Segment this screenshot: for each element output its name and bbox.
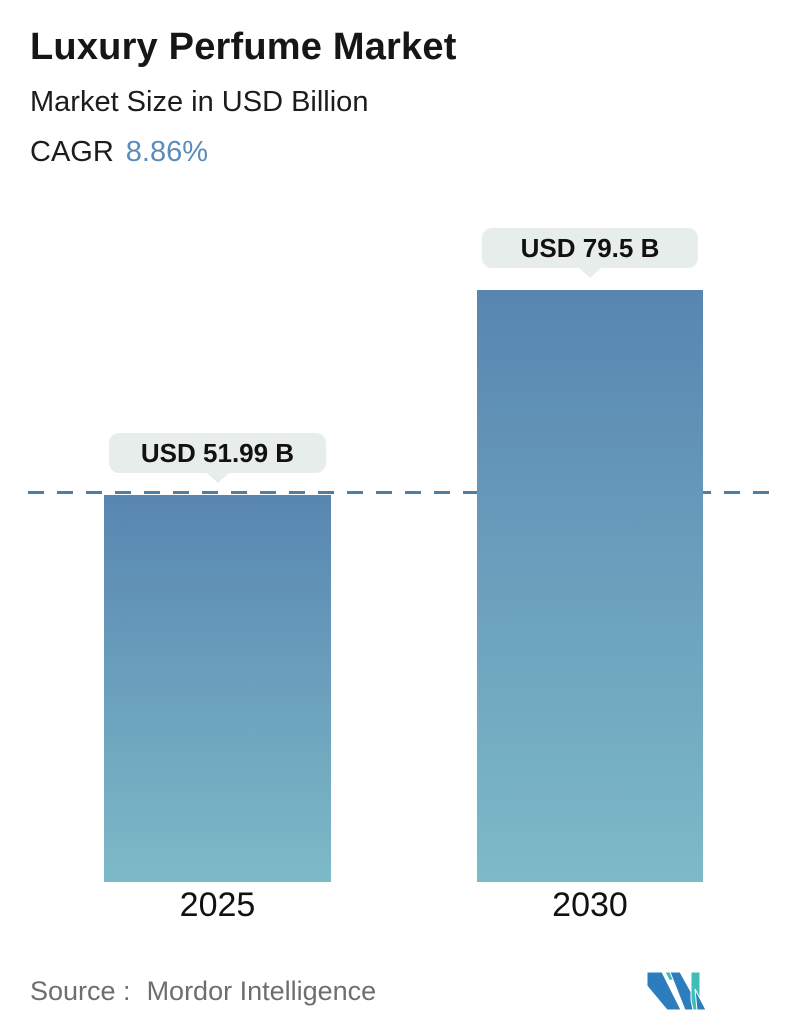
source-value: Mordor Intelligence [146, 976, 377, 1006]
value-callout-2030: USD 79.5 B [477, 228, 703, 278]
value-badge-2030: USD 79.5 B [481, 228, 699, 268]
value-callout-2025: USD 51.99 B [104, 433, 331, 483]
source-attribution: Source : Mordor Intelligence [30, 976, 376, 1007]
page-title: Luxury Perfume Market [30, 26, 457, 68]
x-axis-label-2030: 2030 [552, 886, 628, 924]
bar-group-2030: USD 79.5 B [477, 228, 703, 882]
cagr-line: CAGR 8.86% [30, 136, 457, 169]
chart-subtitle: Market Size in USD Billion [30, 85, 369, 118]
bar-2025 [104, 495, 331, 882]
bar-group-2025: USD 51.99 B [104, 433, 331, 882]
source-label: Source : [30, 976, 131, 1006]
badge-pointer-icon [205, 472, 230, 483]
reference-dashed-line [28, 491, 776, 494]
bar-2030 [477, 290, 703, 882]
x-axis-label-2025: 2025 [179, 886, 256, 924]
cagr-label: CAGR [30, 135, 114, 168]
badge-pointer-icon [578, 267, 602, 278]
cagr-value: 8.86% [125, 135, 209, 168]
chart-header: Luxury Perfume Market Market Size in USD… [30, 26, 457, 169]
value-badge-2025: USD 51.99 B [108, 433, 327, 473]
mordor-intelligence-logo-icon [646, 972, 706, 1010]
